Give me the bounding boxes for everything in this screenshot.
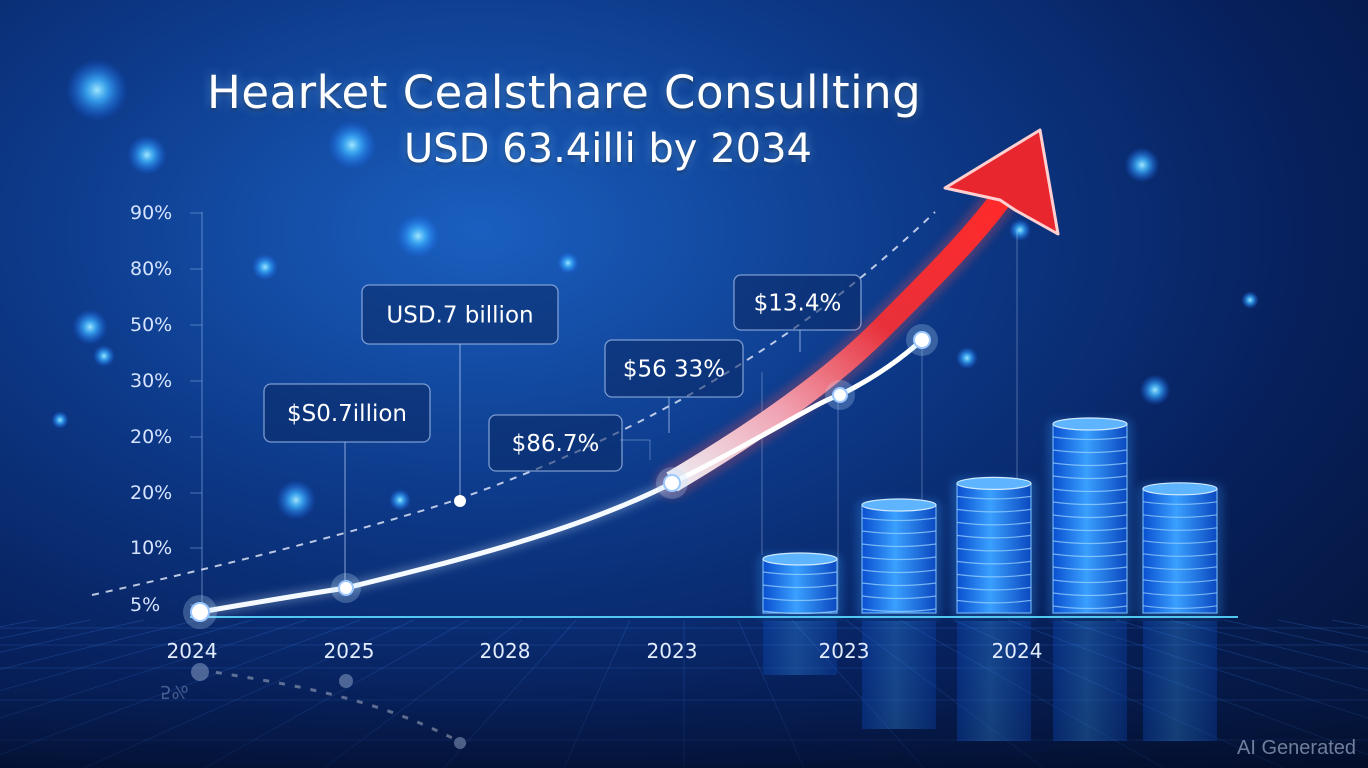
- floor-reflection: 5%: [160, 663, 466, 749]
- ai-generated-watermark: AI Generated: [1237, 737, 1356, 759]
- x-axis-ticks: 2024 2025 2028 2023 2023 2024: [167, 639, 1043, 663]
- particle: [66, 59, 128, 121]
- particle: [956, 347, 978, 369]
- bar-stack: [1137, 482, 1223, 741]
- particle: [72, 309, 108, 345]
- particle: [127, 135, 167, 175]
- particle: [93, 345, 115, 367]
- curve-point: [913, 331, 931, 349]
- curve-points: [183, 324, 938, 629]
- y-tick-label: 10%: [130, 537, 172, 559]
- bar-stack: [1047, 417, 1133, 741]
- particle: [389, 489, 411, 511]
- x-tick-label: 2025: [324, 639, 375, 663]
- curve-point: [663, 474, 681, 492]
- arrow-head: [943, 128, 1060, 236]
- bar-stack: [856, 498, 942, 729]
- curve-point: [832, 387, 848, 403]
- bar-stack: [757, 552, 843, 675]
- y-tick-label: 30%: [130, 370, 172, 392]
- y-tick-label: 90%: [130, 202, 172, 224]
- callout-label: $S0.7illion: [287, 401, 407, 427]
- bar-reflection: [957, 621, 1031, 741]
- x-tick-label: 2028: [480, 639, 531, 663]
- particle: [327, 120, 377, 170]
- bar-reflection: [862, 621, 936, 729]
- chart-subtitle: USD 63.4illi by 2034: [404, 126, 812, 172]
- particle: [276, 480, 316, 520]
- annotation-callouts: $S0.7illion USD.7 billion $86.7% $56 33% $13…: [263, 230, 1018, 610]
- curve-point: [190, 602, 210, 622]
- background-particles: [51, 59, 1259, 520]
- coin-bars: [757, 417, 1223, 741]
- chart-title: Hearket Cealsthare Consullting: [207, 66, 922, 119]
- bar-reflection: [1053, 621, 1127, 741]
- y-tick-label: 50%: [130, 314, 172, 336]
- dashed-curve-point: [454, 495, 466, 507]
- callout-box: [488, 414, 623, 472]
- particle: [251, 253, 279, 281]
- x-tick-label: 2023: [647, 639, 698, 663]
- callout-box: [361, 284, 559, 345]
- callout-label: $13.4%: [754, 291, 842, 317]
- y-tick-label: 5%: [130, 594, 160, 616]
- bar-stack: [951, 476, 1037, 741]
- growth-arrow: [655, 128, 1060, 499]
- particle: [396, 214, 440, 258]
- particle: [1139, 374, 1171, 406]
- y-tick-label: 20%: [130, 482, 172, 504]
- curve-point: [338, 580, 354, 596]
- x-tick-label: 2024: [167, 639, 218, 663]
- bar-reflection: [763, 621, 837, 675]
- callout-box: [733, 274, 862, 331]
- bar-reflection: [1143, 621, 1217, 741]
- y-axis-ticks: 90% 80% 50% 30% 20% 20% 10% 5%: [130, 202, 202, 616]
- callout-label: USD.7 billion: [386, 303, 533, 329]
- particle: [557, 252, 579, 274]
- x-tick-label: 2023: [819, 639, 870, 663]
- particle: [1124, 147, 1160, 183]
- particle: [1009, 219, 1031, 241]
- y-tick-label: 20%: [130, 426, 172, 448]
- callout-box: [604, 339, 744, 398]
- y-tick-label: 80%: [130, 258, 172, 280]
- svg-text:5%: 5%: [160, 681, 189, 702]
- callout-label: $86.7%: [512, 431, 600, 457]
- callout-box: [263, 383, 431, 443]
- particle: [1241, 291, 1259, 309]
- x-tick-label: 2024: [992, 639, 1043, 663]
- particle: [51, 411, 69, 429]
- callout-label: $56 33%: [623, 357, 725, 383]
